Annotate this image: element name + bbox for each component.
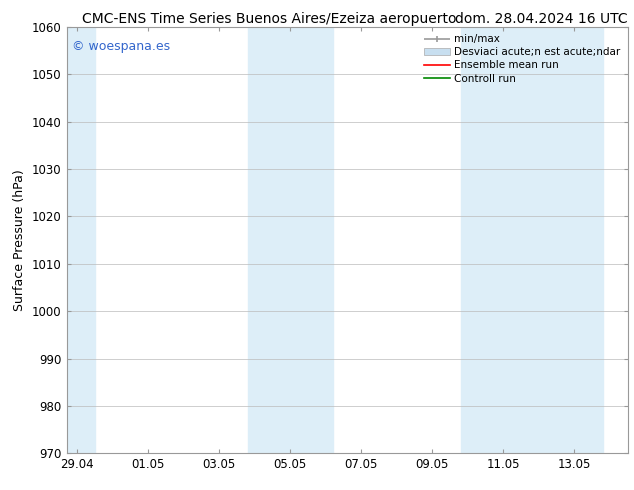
Y-axis label: Surface Pressure (hPa): Surface Pressure (hPa) (13, 169, 27, 311)
Bar (67, 27, 95, 453)
Bar (461, 27, 603, 453)
Legend: min/max, Desviaci acute;n est acute;ndar, Ensemble mean run, Controll run: min/max, Desviaci acute;n est acute;ndar… (422, 32, 623, 86)
Bar (248, 27, 333, 453)
Text: dom. 28.04.2024 16 UTC: dom. 28.04.2024 16 UTC (455, 12, 628, 26)
Text: CMC-ENS Time Series Buenos Aires/Ezeiza aeropuerto: CMC-ENS Time Series Buenos Aires/Ezeiza … (82, 12, 457, 26)
Text: © woespana.es: © woespana.es (72, 40, 171, 53)
